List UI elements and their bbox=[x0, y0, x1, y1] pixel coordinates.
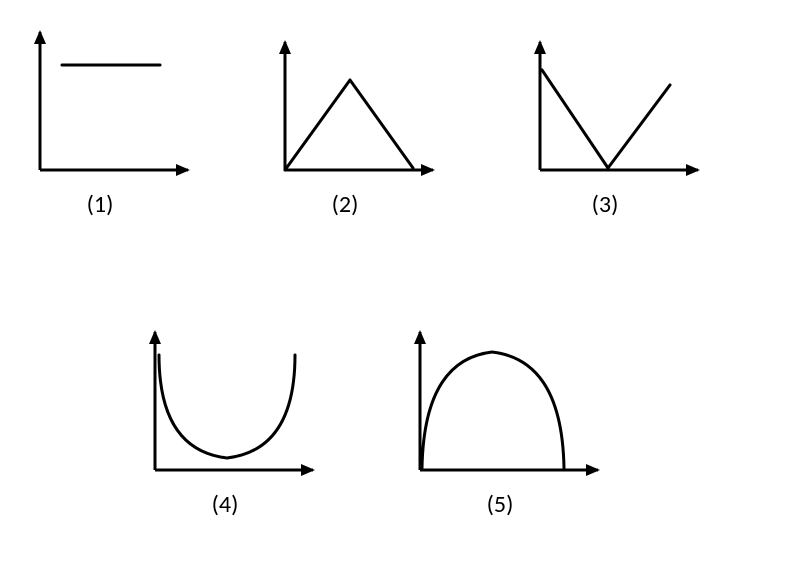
figure-canvas: (1) (2) (3) (4) (5) bbox=[0, 0, 796, 579]
graph-panel-5 bbox=[410, 320, 610, 480]
graph-label-4: (4) bbox=[195, 490, 255, 519]
graph-label-1: (1) bbox=[70, 190, 130, 219]
graph-panel-2 bbox=[275, 30, 445, 180]
graph-svg-4 bbox=[145, 320, 325, 480]
graph-svg-1 bbox=[30, 20, 200, 180]
graph-svg-5 bbox=[410, 320, 610, 480]
graph-label-2: (2) bbox=[315, 190, 375, 219]
graph-svg-2 bbox=[275, 30, 445, 180]
graph-panel-3 bbox=[530, 30, 710, 180]
graph-label-5: (5) bbox=[470, 490, 530, 519]
graph-svg-3 bbox=[530, 30, 710, 180]
graph-label-3: (3) bbox=[575, 190, 635, 219]
graph-panel-4 bbox=[145, 320, 325, 480]
graph-panel-1 bbox=[30, 20, 200, 180]
